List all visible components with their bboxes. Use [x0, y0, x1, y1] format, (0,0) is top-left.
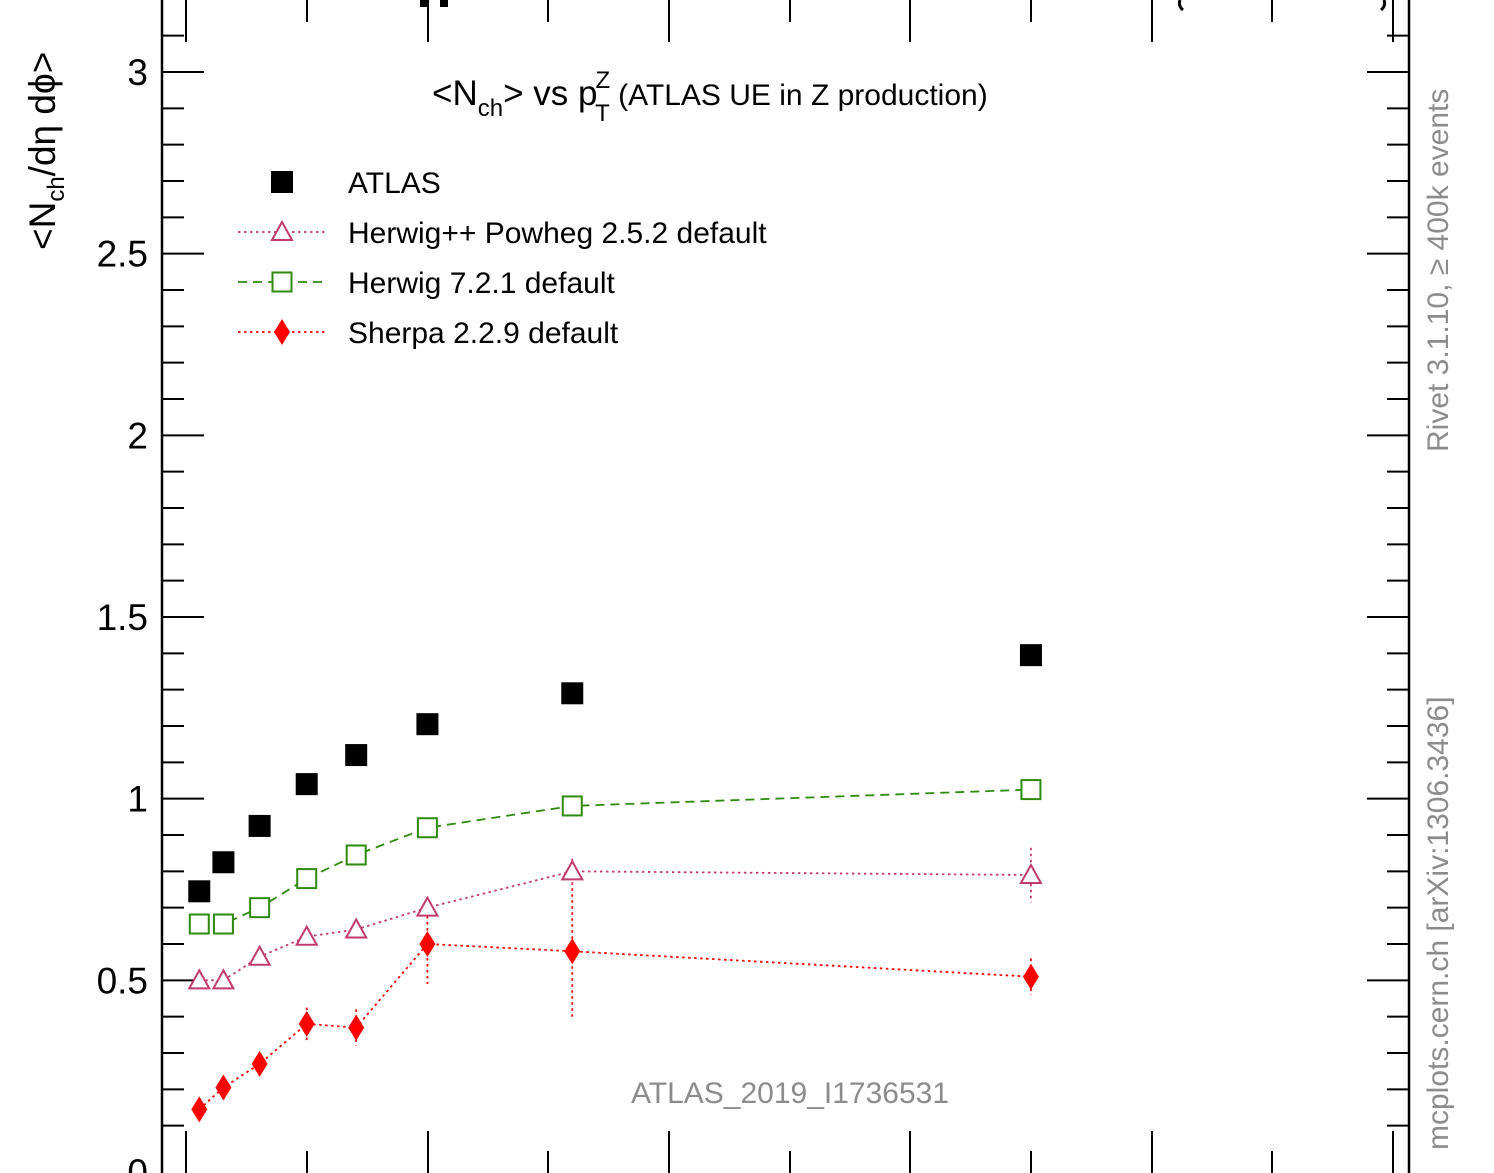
source-label: mcplots.cern.ch [arXiv:1306.3436] [1422, 696, 1455, 1150]
y-tick-label: 2 [127, 415, 148, 456]
series-3 [191, 882, 1039, 1123]
cut-title-fragments [420, 0, 1387, 12]
data-point [1020, 779, 1042, 801]
legend-marker [274, 319, 290, 345]
data-point [416, 713, 439, 736]
legend-label: Herwig++ Powheg 2.5.2 default [348, 217, 767, 250]
data-point [212, 913, 234, 935]
data-point [248, 814, 271, 837]
data-point [187, 968, 211, 990]
plot-frame [160, 0, 1411, 1173]
data-point [1019, 644, 1042, 667]
y-tick-label-0-partial: 0 [127, 1152, 148, 1173]
data-point [215, 1074, 232, 1101]
data-point [560, 859, 584, 881]
data-point [249, 897, 271, 919]
series-line [199, 788, 1031, 925]
data-point [251, 1050, 268, 1077]
data-point [345, 744, 368, 767]
y-axis-tick-labels: 0.5 1 1.5 2 2.5 3 [97, 52, 148, 1001]
y-tick-label: 3 [127, 52, 148, 93]
legend-marker [271, 271, 293, 293]
data-point [345, 844, 367, 866]
rivet-label: Rivet 3.1.10, ≥ 400k events [1422, 89, 1455, 452]
data-point [344, 917, 368, 939]
chart-title: <Nch> vs pZ T (ATLAS UE in Z production) [432, 67, 988, 127]
data-point [561, 682, 584, 705]
data-point [419, 931, 436, 957]
data-point [188, 913, 210, 935]
data-point [561, 795, 583, 817]
analysis-label: ATLAS_2019_I1736531 [631, 1077, 949, 1110]
data-point [188, 880, 211, 903]
data-point [564, 938, 581, 965]
data-point [296, 868, 318, 890]
series-layer [187, 644, 1043, 1123]
data-point [247, 944, 272, 966]
y-axis-title: <Nch/dη dϕ> [22, 52, 70, 250]
data-point [295, 773, 318, 796]
series-line [199, 870, 1031, 982]
legend-marker [271, 171, 293, 193]
x-axis-ticks [185, 0, 1394, 1173]
y-axis-ticks [162, 34, 1409, 1127]
data-point [298, 1010, 315, 1037]
legend: ATLAS Herwig++ Powheg 2.5.2 default Herwig… [238, 167, 767, 350]
y-tick-label: 1 [127, 779, 148, 820]
legend-marker [270, 219, 294, 241]
legend-label: Sherpa 2.2.9 default [348, 317, 619, 350]
y-tick-label: 2.5 [97, 234, 148, 275]
data-point [191, 1096, 208, 1123]
legend-label: ATLAS [348, 167, 441, 200]
data-point [1022, 963, 1039, 990]
data-point [295, 924, 319, 946]
data-point [415, 895, 440, 917]
series-0 [188, 644, 1042, 903]
y-tick-label: 1.5 [97, 597, 148, 638]
legend-label: Herwig 7.2.1 default [348, 267, 615, 300]
series-1 [187, 847, 1043, 990]
data-point [348, 1014, 365, 1041]
data-point [212, 851, 235, 874]
y-tick-label: 0.5 [97, 960, 148, 1001]
series-line [198, 943, 1031, 1110]
data-point [211, 968, 236, 990]
data-point [416, 817, 438, 839]
data-point [1019, 862, 1043, 884]
series-2 [188, 779, 1042, 935]
